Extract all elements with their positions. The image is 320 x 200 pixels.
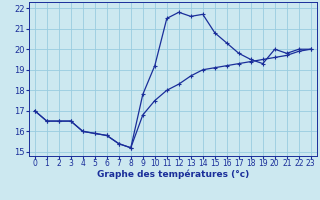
- X-axis label: Graphe des températures (°c): Graphe des températures (°c): [97, 170, 249, 179]
